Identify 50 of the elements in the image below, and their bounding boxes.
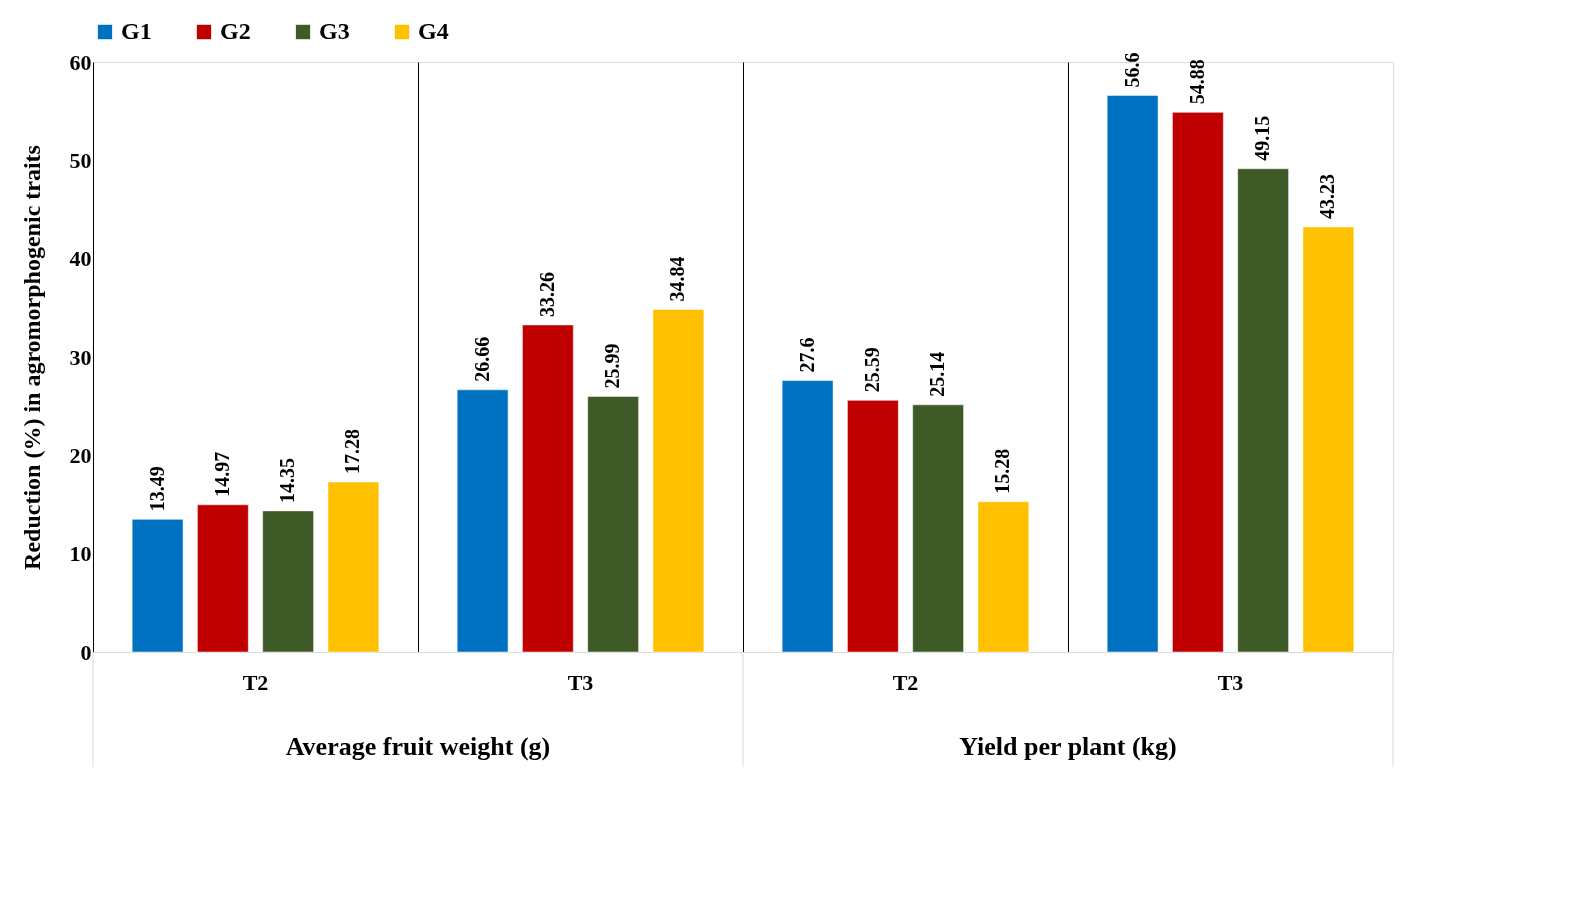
data-label: 14.35 xyxy=(276,457,299,503)
y-tick-label: 50 xyxy=(69,147,92,173)
y-tick-label: 0 xyxy=(80,639,92,665)
data-label: 15.28 xyxy=(991,448,1014,494)
bar xyxy=(1302,226,1355,653)
legend-label: G1 xyxy=(121,18,152,44)
bar xyxy=(456,389,509,653)
bar xyxy=(652,309,705,653)
data-label: 56.6 xyxy=(1120,52,1143,88)
bar xyxy=(131,519,184,653)
legend-label: G4 xyxy=(418,18,449,44)
bar xyxy=(262,510,314,653)
data-label: 43.23 xyxy=(1316,173,1339,219)
bar xyxy=(587,396,639,653)
bar xyxy=(1237,168,1289,653)
bar xyxy=(847,400,899,653)
bar xyxy=(327,481,380,653)
bar xyxy=(977,501,1030,653)
bar xyxy=(912,404,964,653)
x-tick-label: T3 xyxy=(567,669,594,695)
data-label: 49.15 xyxy=(1251,115,1274,161)
bar xyxy=(1106,95,1159,653)
data-label: 17.28 xyxy=(341,429,364,475)
y-tick-label: 20 xyxy=(69,442,92,468)
y-tick-label: 60 xyxy=(69,49,92,75)
text: Average fruit weight (g) xyxy=(285,732,551,761)
x-tick-label: T3 xyxy=(1217,669,1244,695)
bar xyxy=(197,504,249,653)
data-label: 33.26 xyxy=(535,271,558,317)
data-label: 25.14 xyxy=(926,351,949,397)
legend-label: G2 xyxy=(220,18,251,44)
text: Yield per plant (kg) xyxy=(959,732,1177,761)
data-label: 34.84 xyxy=(666,256,689,302)
data-label: 26.66 xyxy=(470,336,493,382)
data-label: 27.6 xyxy=(795,337,818,373)
data-label: 25.59 xyxy=(860,347,883,393)
data-label: 25.99 xyxy=(601,343,624,389)
y-tick-label: 30 xyxy=(69,344,92,370)
y-tick-label: 40 xyxy=(69,246,92,272)
bar xyxy=(522,324,574,653)
data-label: 13.49 xyxy=(145,466,168,512)
y-tick-label: 10 xyxy=(69,541,92,567)
data-label: 14.97 xyxy=(210,451,233,497)
legend-label: G3 xyxy=(319,18,350,44)
x-tick-label: T2 xyxy=(892,669,919,695)
x-tick-label: T2 xyxy=(242,669,269,695)
data-label: 54.88 xyxy=(1185,59,1208,105)
y-axis-title: Reduction (%) in agromorphogenic traits xyxy=(18,145,45,570)
bar xyxy=(781,380,834,653)
bar xyxy=(1172,112,1224,653)
